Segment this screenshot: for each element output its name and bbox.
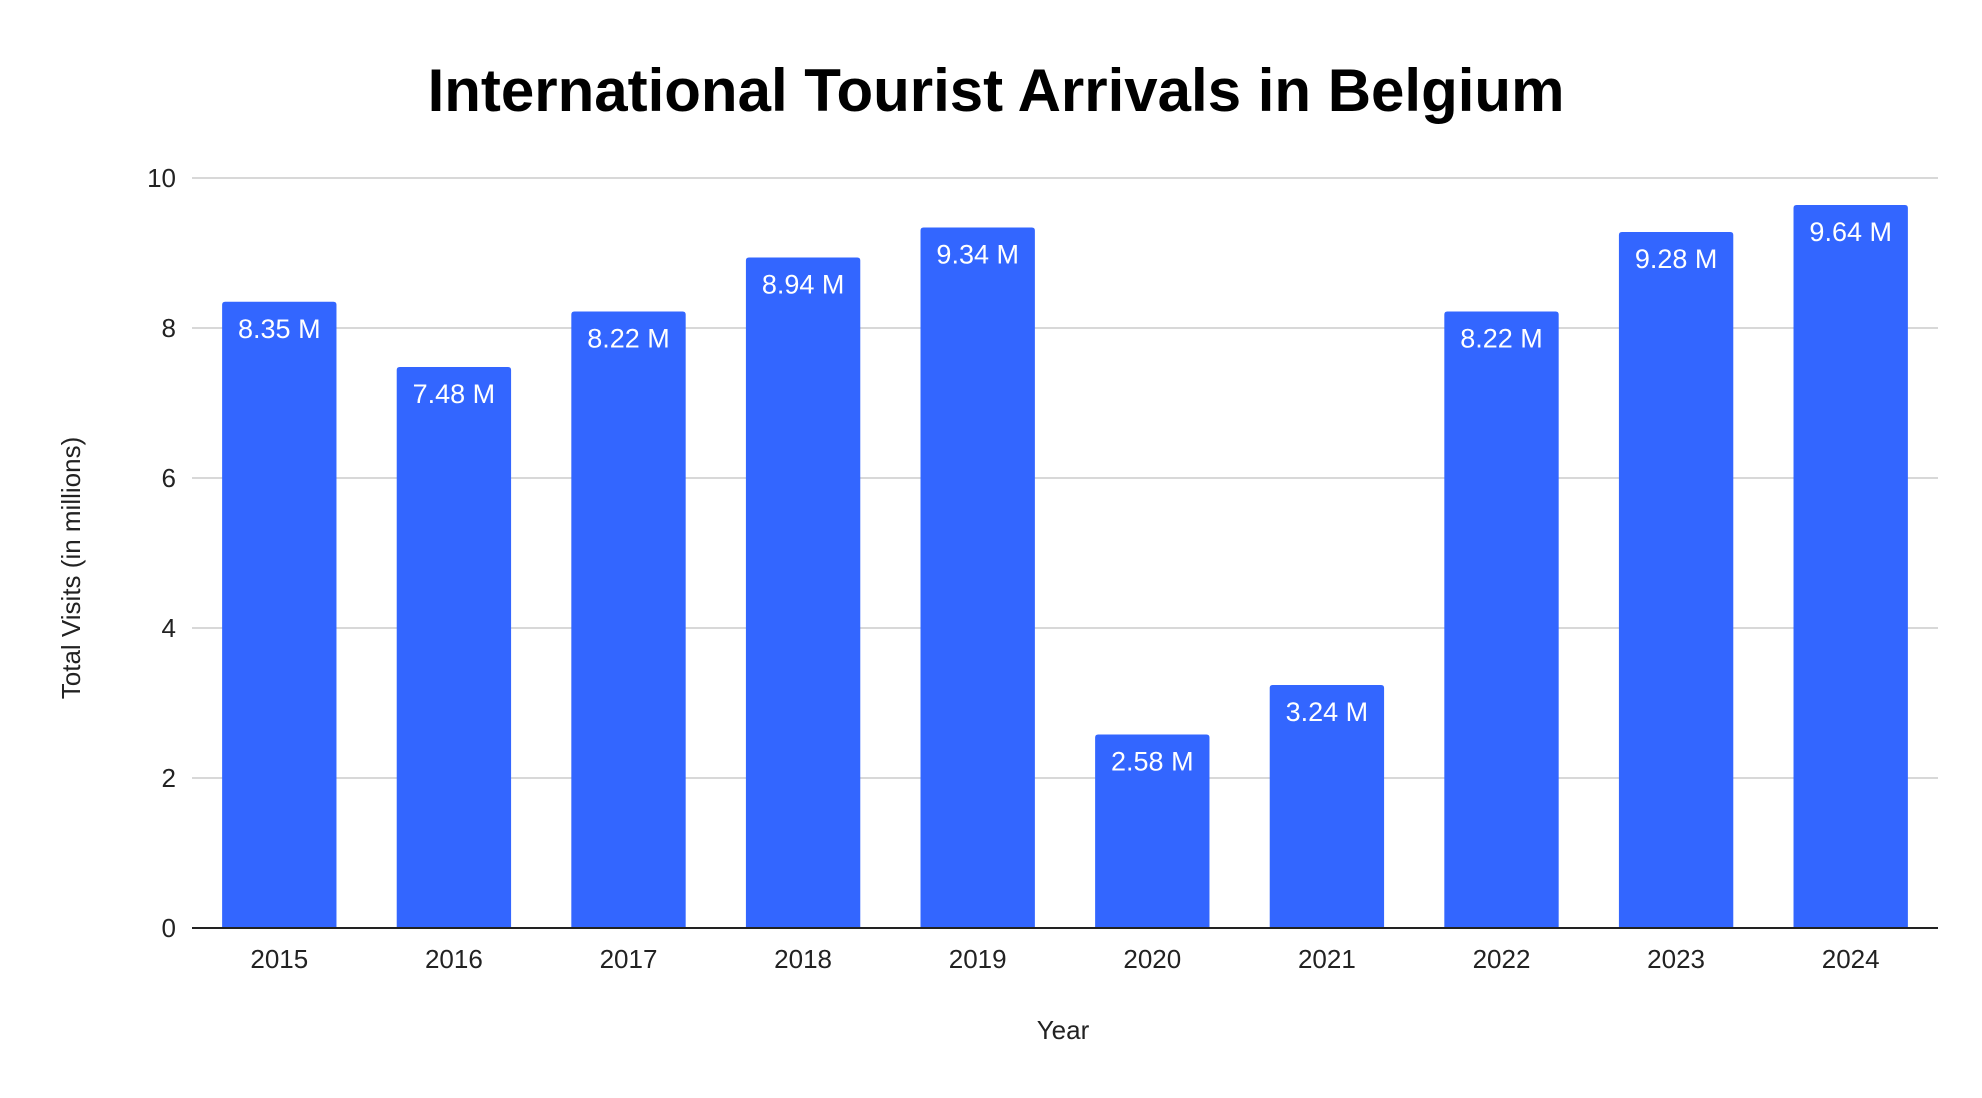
y-tick-label: 0 <box>162 913 176 943</box>
data-label-2015: 8.35 M <box>238 314 321 344</box>
x-tick-label: 2017 <box>600 944 658 974</box>
data-label-2019: 9.34 M <box>936 240 1019 270</box>
x-tick-label: 2022 <box>1473 944 1531 974</box>
chart-title: International Tourist Arrivals in Belgiu… <box>428 57 1565 124</box>
data-label-2024: 9.64 M <box>1809 217 1892 247</box>
bar-2015 <box>222 301 337 928</box>
bar-2023 <box>1618 232 1734 928</box>
bar-2021 <box>1269 685 1385 928</box>
y-axis-title: Total Visits (in millions) <box>56 437 86 699</box>
bar-2019 <box>920 227 1035 928</box>
bar-2022 <box>1444 311 1559 928</box>
bar-2016 <box>396 367 512 928</box>
x-tick-label: 2023 <box>1647 944 1705 974</box>
x-axis-ticks: 2015 2016 2017 2018 2019 2020 2021 2022 2023 2024 <box>250 944 1879 974</box>
bars: 8.35 M 7.48 M 8.22 M 8.94 M 9.34 M 2.58 M 3.24… <box>222 205 1908 928</box>
y-tick-label: 4 <box>162 613 176 643</box>
x-tick-label: 2018 <box>774 944 832 974</box>
y-tick-label: 2 <box>162 763 176 793</box>
y-tick-label: 8 <box>162 313 176 343</box>
x-tick-label: 2021 <box>1298 944 1356 974</box>
data-label-2017: 8.22 M <box>587 324 670 354</box>
x-axis-title: Year <box>1037 1015 1090 1045</box>
data-label-2021: 3.24 M <box>1286 697 1369 727</box>
x-tick-label: 2016 <box>425 944 483 974</box>
x-tick-label: 2020 <box>1123 944 1181 974</box>
bar-2024 <box>1793 205 1908 928</box>
x-tick-label: 2019 <box>949 944 1007 974</box>
bar-2020 <box>1095 734 1210 928</box>
bar-2018 <box>745 257 861 928</box>
y-axis-ticks: 0 2 4 6 8 10 <box>147 163 176 943</box>
y-tick-label: 6 <box>162 463 176 493</box>
data-label-2018: 8.94 M <box>762 270 845 300</box>
data-label-2023: 9.28 M <box>1635 244 1718 274</box>
x-tick-label: 2015 <box>250 944 308 974</box>
x-tick-label: 2024 <box>1822 944 1880 974</box>
y-tick-label: 10 <box>147 163 176 193</box>
data-label-2022: 8.22 M <box>1460 324 1543 354</box>
bar-2017 <box>571 311 686 928</box>
data-label-2016: 7.48 M <box>413 379 496 409</box>
data-label-2020: 2.58 M <box>1111 747 1194 777</box>
